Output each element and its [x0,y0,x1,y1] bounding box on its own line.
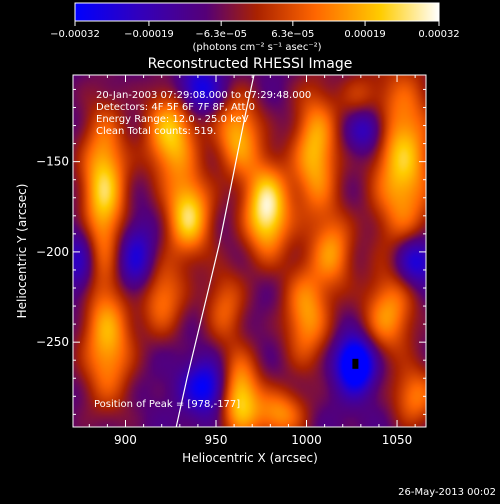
annotation-detectors: Detectors: 4F 5F 6F 7F 8F, Att 0 [96,102,255,113]
colorbar-tick-label: 0.00032 [418,29,459,40]
timestamp: 26-May-2013 00:02 [398,487,496,498]
minimum-marker [352,358,359,369]
annotation-energy-range: Energy Range: 12.0 - 25.0 keV [96,114,249,125]
colorbar-frame [74,2,440,22]
y-axis-ticks: −150 −200 −250 [36,88,426,415]
colorbar-tick-label: −0.00019 [124,29,174,40]
colorbar-ticks: −0.00032 −0.00019 −6.3e−05 6.3e−05 0.00019 0.… [50,21,460,40]
x-axis-ticks: 900 950 1000 1050 [88,75,416,447]
y-tick-label: −200 [36,245,69,259]
colorbar-units: (photons cm⁻² s⁻¹ asec⁻²) [192,42,321,53]
plot-frame [72,74,427,428]
colorbar-tick-label: −6.3e−05 [195,29,247,40]
x-tick-label: 1000 [291,433,322,447]
solar-limb-curve [175,75,255,427]
colorbar-tick-label: −0.00032 [50,29,100,40]
annotation-peak-position: Position of Peak = [978,-177] [94,399,240,410]
x-tick-label: 1050 [382,433,413,447]
chart-title: Reconstructed RHESSI Image [148,56,353,72]
colorbar-tick-label: 6.3e−05 [271,29,314,40]
y-tick-label: −150 [36,155,69,169]
annotation-time-range: 20-Jan-2003 07:29:08.000 to 07:29:48.000 [96,90,311,101]
y-tick-label: −250 [36,335,69,349]
x-tick-label: 900 [114,433,137,447]
y-axis-label: Heliocentric Y (arcsec) [15,184,29,319]
colorbar-tick-label: 0.00019 [344,29,385,40]
x-tick-label: 950 [205,433,228,447]
heatmap-image [73,75,426,427]
plot-area [73,75,426,427]
x-axis-label: Heliocentric X (arcsec) [182,451,318,465]
colorbar [75,3,439,21]
annotation-clean-counts: Clean Total counts: 519. [96,126,216,137]
